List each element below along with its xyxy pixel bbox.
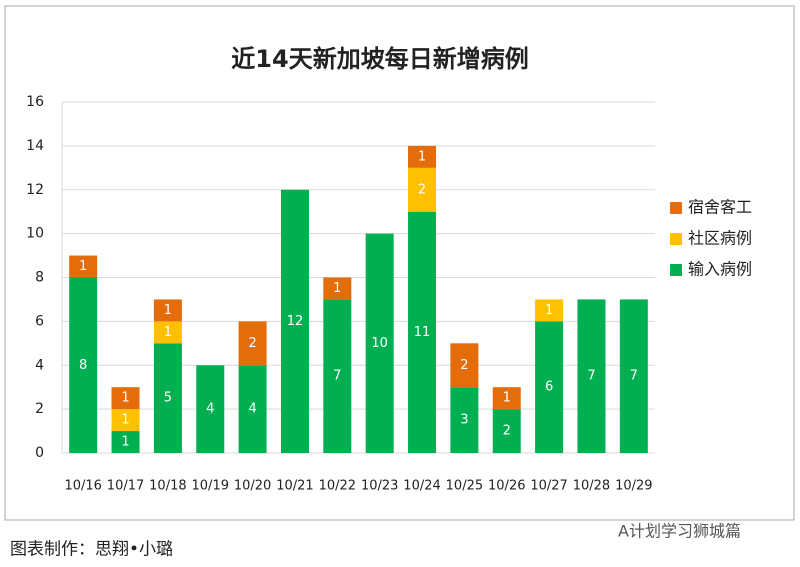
bar-segment — [535, 299, 564, 322]
x-tick-label: 10/19 — [192, 479, 229, 494]
data-label: 5 — [164, 391, 172, 406]
bar-segment — [619, 299, 648, 453]
data-label: 2 — [460, 358, 468, 373]
data-label: 1 — [503, 391, 511, 406]
bar-segment — [153, 321, 182, 344]
x-tick-label: 10/25 — [446, 479, 483, 494]
y-tick-label: 12 — [26, 182, 44, 198]
chart-title: 近14天新加坡每日新增病例 — [231, 45, 528, 73]
x-tick-label: 10/20 — [234, 479, 271, 494]
y-tick-label: 6 — [35, 313, 44, 329]
data-label: 11 — [414, 325, 431, 340]
bar-segment — [69, 277, 98, 453]
data-label: 2 — [418, 182, 426, 197]
data-label: 8 — [79, 358, 87, 373]
bar-segment — [408, 167, 437, 212]
bar-segment — [153, 299, 182, 322]
data-label: 10 — [371, 336, 388, 351]
data-label: 1 — [79, 259, 87, 274]
bar-segment — [238, 365, 267, 453]
data-label: 1 — [164, 325, 172, 340]
data-label: 1 — [545, 303, 553, 318]
watermark: A计划学习狮城篇 — [618, 522, 741, 541]
y-tick-label: 2 — [35, 401, 44, 417]
bar-segment — [450, 387, 479, 453]
data-label: 1 — [164, 303, 172, 318]
x-tick-label: 10/28 — [573, 479, 610, 494]
data-label: 1 — [121, 435, 129, 450]
bar-segment — [408, 145, 437, 168]
data-label: 1 — [121, 413, 129, 428]
data-label: 7 — [587, 369, 595, 384]
bar-segment — [323, 277, 352, 300]
bar-segment — [238, 321, 267, 366]
data-label: 1 — [333, 281, 341, 296]
data-label: 4 — [206, 402, 214, 417]
bar-segment — [492, 409, 521, 453]
x-tick-label: 10/26 — [488, 479, 525, 494]
data-label: 12 — [287, 314, 304, 329]
x-tick-label: 10/22 — [319, 479, 356, 494]
y-tick-label: 10 — [26, 226, 44, 242]
x-tick-label: 10/16 — [64, 479, 101, 494]
bar-segment — [280, 189, 309, 453]
x-tick-label: 10/21 — [276, 479, 313, 494]
x-tick-label: 10/18 — [149, 479, 186, 494]
bar-segment — [492, 387, 521, 410]
bar-segment — [365, 233, 394, 453]
bar-segment — [111, 431, 140, 453]
x-tick-label: 10/23 — [361, 479, 398, 494]
bar-segment — [111, 387, 140, 410]
legend-label: 输入病例 — [688, 260, 752, 279]
bar-segment — [196, 365, 225, 453]
data-label: 2 — [503, 424, 511, 439]
legend-label: 宿舍客工 — [688, 198, 752, 217]
y-tick-label: 8 — [35, 270, 44, 286]
legend-swatch — [670, 202, 682, 214]
y-tick-label: 4 — [35, 357, 44, 373]
data-label: 7 — [630, 369, 638, 384]
legend-swatch — [670, 233, 682, 245]
x-tick-label: 10/27 — [530, 479, 567, 494]
data-label: 4 — [248, 402, 256, 417]
bar-segment — [408, 211, 437, 453]
x-tick-label: 10/29 — [615, 479, 652, 494]
data-label: 2 — [248, 336, 256, 351]
footer: 图表制作：思翔•小璐 — [10, 540, 173, 560]
legend-label: 社区病例 — [688, 229, 752, 248]
bar-segment — [69, 255, 98, 278]
y-tick-label: 0 — [35, 445, 44, 461]
y-tick-label: 14 — [26, 138, 44, 154]
bar-segment — [450, 343, 479, 388]
legend-swatch — [670, 264, 682, 276]
bar-segment — [153, 343, 182, 453]
x-tick-label: 10/24 — [403, 479, 440, 494]
bar-segment — [577, 299, 606, 453]
data-label: 1 — [418, 149, 426, 164]
data-label: 1 — [121, 391, 129, 406]
y-tick-label: 16 — [26, 94, 44, 110]
bar-segment — [323, 299, 352, 453]
data-label: 7 — [333, 369, 341, 384]
data-label: 6 — [545, 380, 553, 395]
data-label: 3 — [460, 413, 468, 428]
bar-segment — [535, 321, 564, 453]
x-tick-label: 10/17 — [107, 479, 144, 494]
bar-segment — [111, 409, 140, 432]
